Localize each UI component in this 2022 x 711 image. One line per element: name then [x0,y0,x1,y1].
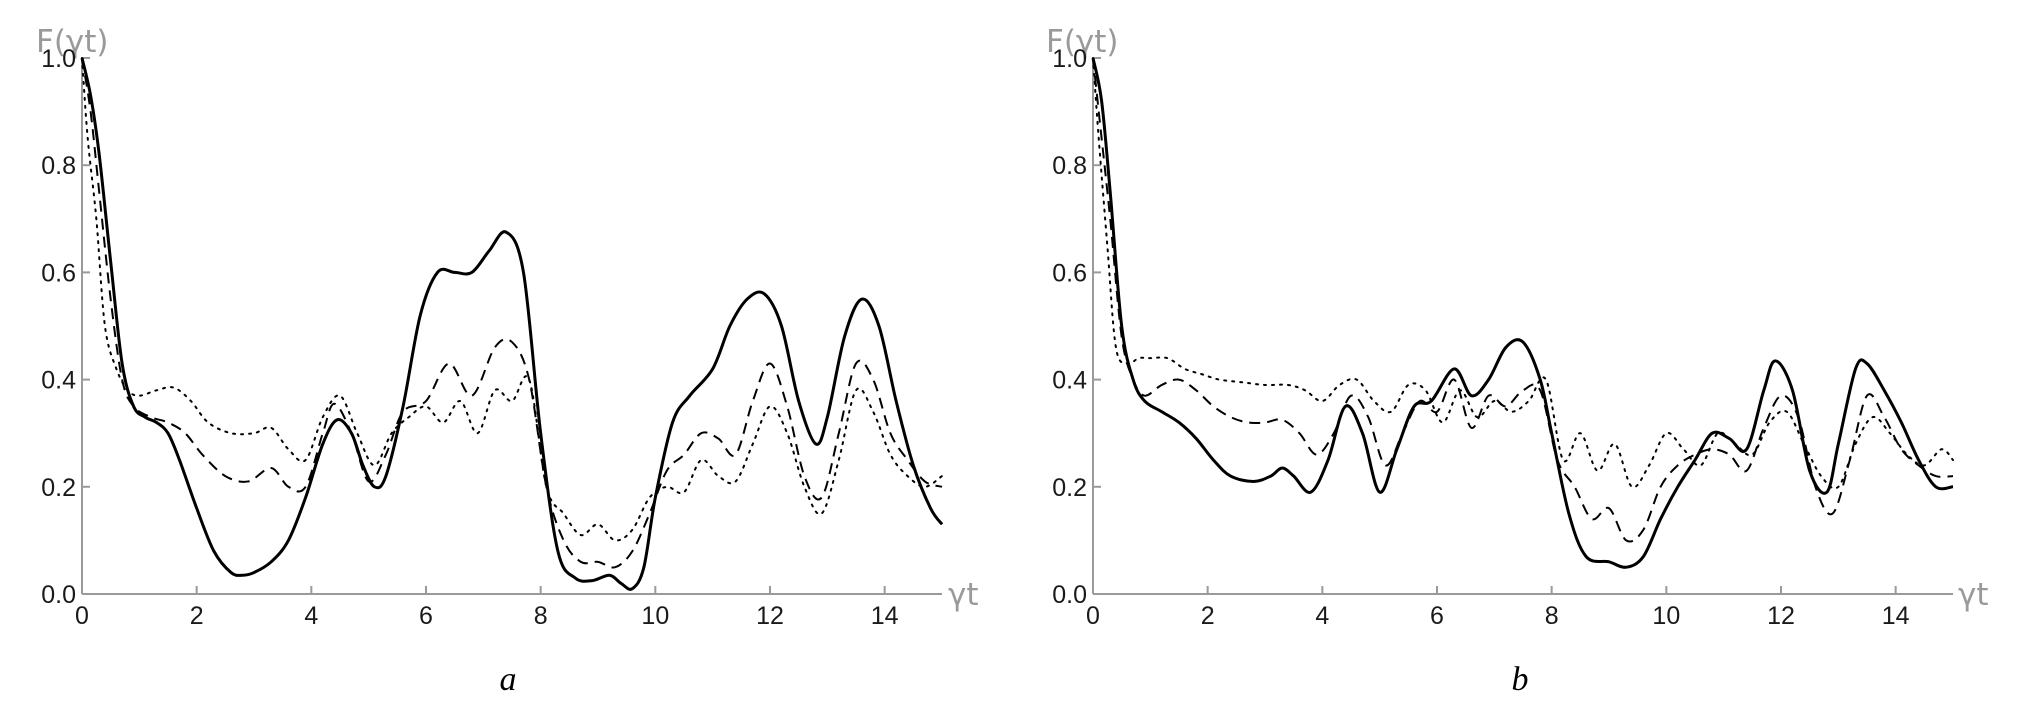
series-group [1091,57,1954,569]
y-tick-label: 0.2 [41,474,76,502]
y-tick-label: 0.6 [41,259,76,287]
x-tick-label: 10 [1652,602,1680,630]
y-tick-label: 0.2 [1052,474,1087,502]
y-tick-label: 0.6 [1052,259,1087,287]
series-line-dashed [81,57,943,569]
y-tick-label: 1.0 [41,45,76,73]
x-tick-label: 10 [641,602,669,630]
x-tick-label: 14 [871,602,899,630]
x-tick-label: 6 [419,602,433,630]
y-tick-label: 0.8 [1052,152,1087,180]
chart-panel-b: F(γt) γt b 0 2 4 6 8 10 12 14 0.0 0.2 0.4 0.6 0.8 1.0 [1046,24,1989,698]
y-axis-title: F(γt) [36,24,109,60]
series-line-dashed [1092,57,1954,543]
y-tick-label: 0.0 [41,581,76,609]
x-tick-label: 12 [1767,602,1795,630]
chart-panel-a: F(γt) γt a 0 2 4 6 8 10 12 14 0.0 0.2 0.4 0.6 0.8 1.0 [36,24,979,698]
y-tick-label: 0.4 [41,367,76,395]
series-line-solid [80,57,944,591]
x-tick-label: 0 [75,602,89,630]
series-line-dotted [81,57,943,542]
x-tick-label: 6 [1430,602,1444,630]
x-tick-label: 2 [1201,602,1215,630]
x-tick-label: 2 [190,602,204,630]
panel-label: b [1512,661,1529,698]
x-axis-title: γt [1958,577,1989,613]
y-tick-label: 0.0 [1052,581,1087,609]
y-tick-label: 0.8 [41,152,76,180]
y-tick-label: 0.4 [1052,367,1087,395]
tick-group: 0 2 4 6 8 10 12 14 0.0 0.2 0.4 0.6 0.8 1.0 [1052,45,1909,630]
x-tick-label: 8 [534,602,548,630]
x-tick-label: 4 [1315,602,1329,630]
x-tick-label: 4 [304,602,318,630]
tick-group: 0 2 4 6 8 10 12 14 0.0 0.2 0.4 0.6 0.8 1.0 [41,45,898,630]
y-axis-title: F(γt) [1046,24,1119,60]
series-line-solid [1091,57,1954,569]
x-tick-label: 0 [1086,602,1100,630]
x-tick-label: 12 [756,602,784,630]
y-tick-label: 1.0 [1052,45,1087,73]
panel-label: a [500,661,517,698]
x-tick-label: 8 [1545,602,1559,630]
series-line-dotted [1092,57,1954,490]
x-axis-title: γt [948,577,979,613]
series-group [80,57,944,591]
x-tick-label: 14 [1882,602,1910,630]
